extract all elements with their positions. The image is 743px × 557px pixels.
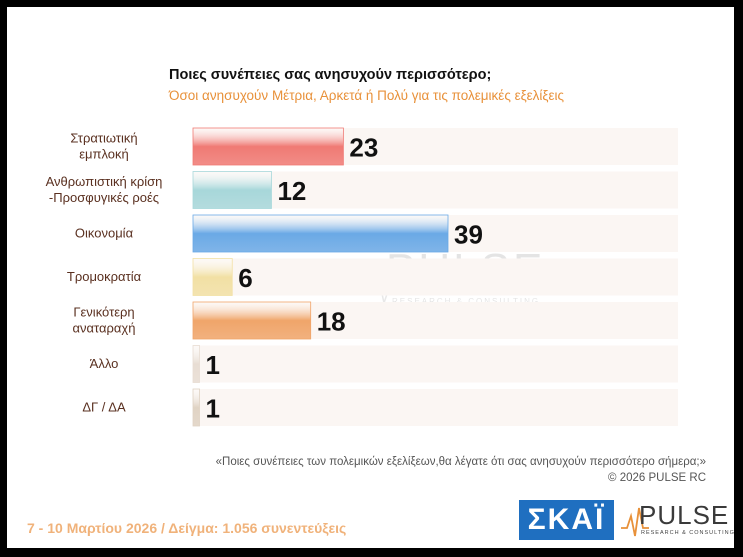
- category-label: Άλλο: [90, 356, 119, 371]
- pulse-logo-word: PULSE: [639, 500, 730, 530]
- fieldwork-footer: 7 - 10 Μαρτίου 2026 / Δείγμα: 1.056 συνε…: [27, 520, 347, 536]
- chart-title: Ποιες συνέπειες σας ανησυχούν περισσότερ…: [169, 67, 492, 83]
- bar: [192, 388, 200, 427]
- bar-track: [193, 345, 678, 383]
- category-label: Ανθρωπιστική κρίση: [46, 174, 163, 189]
- pulse-logo: PULSE RESEARCH & CONSULTING: [621, 500, 734, 542]
- bar: [192, 258, 233, 296]
- category-label: -Προσφυγικές ροές: [49, 190, 159, 205]
- category-label: αναταραχή: [73, 321, 136, 336]
- category-label: Οικονομία: [75, 226, 134, 241]
- category-label: εμπλοκή: [79, 147, 129, 162]
- bar: [192, 171, 272, 209]
- data-label: 23: [349, 133, 378, 163]
- pulse-logo-sub: RESEARCH & CONSULTING: [641, 530, 734, 536]
- category-label: Στρατιωτική: [70, 131, 137, 146]
- bar-track: [193, 171, 678, 209]
- bar: [192, 301, 312, 340]
- skai-logo: ΣΚΑΪ: [519, 500, 614, 540]
- question-note: «Ποιες συνέπειες των πολεμικών εξελίξεων…: [215, 456, 706, 468]
- slide: Ποιες συνέπειες σας ανησυχούν περισσότερ…: [7, 7, 734, 548]
- data-label: 6: [238, 263, 252, 293]
- data-label: 12: [277, 176, 306, 206]
- data-label: 39: [454, 220, 483, 250]
- bar: [192, 127, 344, 166]
- category-label: Γενικότερη: [73, 305, 134, 320]
- bar: [192, 214, 449, 253]
- category-label: ΔΓ / ΔΑ: [82, 400, 126, 415]
- category-label: Τρομοκρατία: [67, 269, 142, 284]
- chart-subtitle: Όσοι ανησυχούν Μέτρια, Αρκετά ή Πολύ για…: [169, 88, 564, 103]
- data-label: 1: [206, 394, 220, 424]
- bar-track: [193, 258, 678, 296]
- data-label: 18: [317, 307, 346, 337]
- data-label: 1: [206, 350, 220, 380]
- copyright-note: © 2026 PULSE RC: [608, 472, 706, 484]
- bar-track: [193, 389, 678, 426]
- bar: [192, 345, 200, 383]
